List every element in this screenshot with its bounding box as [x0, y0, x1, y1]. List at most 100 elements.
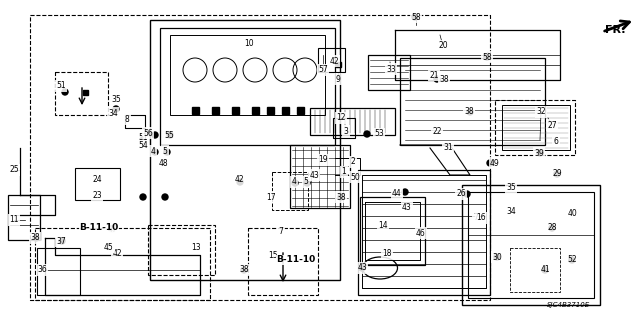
Text: 51: 51 — [138, 132, 148, 142]
Circle shape — [152, 149, 158, 155]
Bar — [290, 145, 350, 208]
Text: 39: 39 — [534, 149, 544, 158]
Text: 43: 43 — [357, 263, 367, 272]
Bar — [362, 175, 486, 288]
Text: 44: 44 — [392, 189, 402, 197]
Text: 55: 55 — [164, 130, 174, 139]
Text: 38: 38 — [439, 75, 449, 84]
Text: 26: 26 — [456, 189, 466, 198]
Text: 45: 45 — [104, 242, 114, 251]
Text: 35: 35 — [111, 94, 121, 103]
Text: 33: 33 — [386, 64, 396, 73]
Circle shape — [304, 180, 310, 186]
Circle shape — [109, 226, 115, 232]
Text: 35: 35 — [506, 183, 516, 192]
Text: 27: 27 — [547, 121, 557, 130]
Circle shape — [140, 137, 146, 143]
Text: 28: 28 — [547, 224, 557, 233]
Text: 58: 58 — [482, 53, 492, 62]
Text: 58: 58 — [411, 12, 421, 21]
Bar — [282, 107, 289, 114]
Bar — [75, 168, 120, 200]
Circle shape — [338, 194, 344, 200]
Circle shape — [467, 109, 473, 115]
Text: 8: 8 — [125, 115, 129, 123]
Text: SJC4B3710E: SJC4B3710E — [547, 302, 590, 308]
Circle shape — [162, 194, 168, 200]
Text: 56: 56 — [143, 129, 153, 137]
Circle shape — [140, 194, 146, 200]
Bar — [232, 107, 239, 114]
Circle shape — [164, 149, 170, 155]
Bar — [296, 107, 303, 114]
Text: 38: 38 — [239, 265, 249, 275]
Text: 9: 9 — [335, 75, 340, 84]
Text: 42: 42 — [112, 249, 122, 257]
Text: 53: 53 — [374, 130, 384, 138]
Circle shape — [487, 160, 493, 166]
Text: 41: 41 — [540, 265, 550, 275]
Text: 7: 7 — [278, 227, 284, 236]
Circle shape — [59, 238, 65, 244]
Text: 50: 50 — [350, 173, 360, 182]
Bar — [191, 107, 198, 114]
Circle shape — [412, 14, 418, 20]
Text: 47: 47 — [107, 225, 117, 234]
Text: 42: 42 — [234, 175, 244, 184]
Text: 54: 54 — [138, 142, 148, 151]
Text: 7: 7 — [474, 213, 479, 222]
Text: 48: 48 — [158, 159, 168, 167]
Bar — [83, 90, 88, 94]
Bar — [400, 58, 545, 145]
Text: 37: 37 — [56, 236, 66, 246]
Text: 49: 49 — [490, 159, 500, 167]
Bar — [35, 228, 210, 300]
Circle shape — [549, 225, 555, 231]
Circle shape — [359, 265, 365, 271]
Text: 3: 3 — [344, 127, 348, 136]
Circle shape — [569, 257, 575, 263]
Text: 30: 30 — [492, 253, 502, 262]
Bar — [360, 197, 425, 265]
Circle shape — [494, 254, 500, 260]
Text: 43: 43 — [402, 204, 412, 212]
Text: 14: 14 — [378, 221, 388, 231]
Text: 21: 21 — [429, 70, 439, 79]
Bar — [150, 20, 340, 280]
Text: 6: 6 — [554, 137, 559, 145]
Circle shape — [434, 76, 440, 82]
Text: 38: 38 — [30, 234, 40, 242]
Bar — [502, 105, 570, 150]
Bar — [462, 185, 600, 305]
Text: 1: 1 — [342, 167, 346, 176]
Text: 5: 5 — [163, 146, 168, 155]
Text: 19: 19 — [318, 155, 328, 165]
Text: 15: 15 — [268, 250, 278, 259]
Bar — [266, 107, 273, 114]
Bar — [148, 225, 215, 275]
Bar — [170, 35, 325, 115]
Text: FR.: FR. — [605, 25, 625, 35]
Circle shape — [145, 130, 151, 136]
Circle shape — [484, 54, 490, 60]
Text: 46: 46 — [416, 228, 426, 238]
Bar — [368, 55, 410, 90]
Circle shape — [464, 191, 470, 197]
Text: 40: 40 — [567, 210, 577, 219]
Text: 29: 29 — [552, 169, 562, 179]
Text: 51: 51 — [56, 81, 66, 91]
Text: 2: 2 — [351, 158, 355, 167]
Bar — [335, 62, 340, 66]
Text: 57: 57 — [318, 65, 328, 75]
Text: B-11-10: B-11-10 — [79, 224, 118, 233]
Circle shape — [542, 267, 548, 273]
Text: 20: 20 — [438, 41, 448, 50]
Circle shape — [537, 150, 543, 156]
Text: B-11-10: B-11-10 — [276, 256, 316, 264]
Circle shape — [33, 235, 39, 241]
Text: 43: 43 — [309, 170, 319, 180]
Bar — [55, 72, 108, 115]
Text: 34: 34 — [108, 108, 118, 117]
Bar — [252, 107, 259, 114]
Bar — [310, 108, 395, 135]
